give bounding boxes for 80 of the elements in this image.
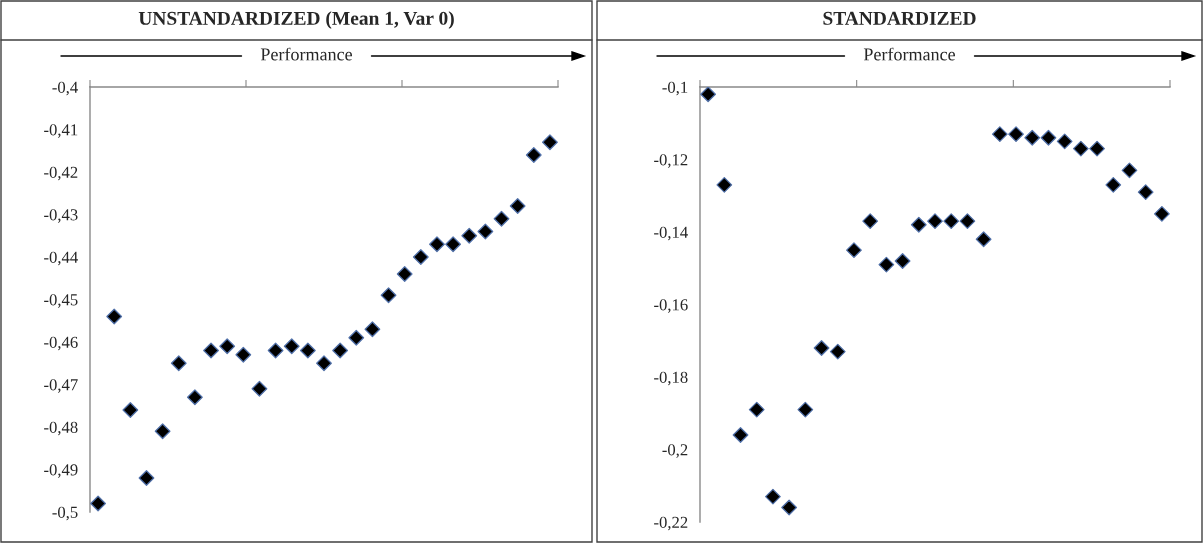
point [765, 488, 781, 505]
point [1153, 205, 1170, 222]
point [138, 470, 155, 486]
point [461, 227, 478, 244]
point [235, 346, 252, 363]
point [219, 338, 236, 355]
point [509, 198, 526, 214]
point [991, 126, 1008, 143]
y-tick-label: -0,16 [654, 299, 688, 313]
point [380, 287, 397, 304]
point [542, 134, 558, 151]
y-tick-label: -0,14 [654, 226, 688, 241]
point [894, 253, 911, 269]
point [267, 342, 284, 359]
chart-title: STANDARDIZED [823, 11, 976, 25]
point [813, 340, 830, 356]
point [1105, 176, 1122, 193]
point [797, 401, 814, 418]
y-tick-label: -0,48 [44, 421, 78, 436]
y-tick-label: -0,47 [44, 379, 78, 393]
point [122, 402, 139, 418]
point [316, 355, 332, 372]
y-tick-label: -0,22 [654, 516, 688, 531]
point [90, 495, 106, 512]
point [862, 213, 879, 230]
point [732, 427, 749, 443]
point [1056, 133, 1073, 150]
point [959, 213, 976, 230]
point [493, 210, 510, 227]
point [1121, 162, 1138, 179]
point [283, 338, 300, 355]
y-tick-label: -0,2 [662, 444, 688, 458]
point [299, 342, 316, 359]
point [445, 236, 462, 253]
point [412, 249, 429, 265]
y-tick-label: -0,18 [654, 371, 688, 386]
point [1024, 129, 1041, 146]
point [1072, 140, 1089, 157]
chart-title: UNSTANDARDIZED (Mean 1, Var 0) [138, 11, 454, 29]
y-tick-label: -0,41 [44, 124, 78, 138]
point [477, 223, 494, 240]
y-tick-label: -0,1 [662, 81, 688, 96]
point [170, 355, 187, 372]
point [348, 329, 365, 346]
point [748, 401, 765, 418]
point [364, 321, 381, 338]
point [154, 423, 171, 440]
y-tick-label: -0,4 [52, 81, 78, 96]
y-tick-label: -0,45 [44, 294, 78, 308]
point [186, 389, 203, 406]
point [716, 176, 733, 193]
text: Performance [260, 47, 352, 61]
point [1089, 140, 1105, 157]
point [975, 231, 992, 248]
point [927, 213, 943, 230]
point [910, 216, 927, 233]
point [943, 213, 960, 230]
y-tick-label: -0,12 [654, 154, 688, 168]
point [1008, 126, 1024, 143]
text: Performance [863, 47, 955, 61]
point [781, 499, 798, 516]
point [332, 342, 349, 359]
point [251, 380, 268, 397]
point [429, 236, 445, 253]
y-tick-label: -0,49 [44, 464, 78, 478]
point [203, 342, 219, 359]
point [1137, 184, 1154, 201]
point [700, 87, 717, 103]
y-tick-label: -0,46 [44, 336, 78, 351]
y-tick-label: -0,5 [52, 506, 78, 521]
point [878, 256, 895, 273]
y-tick-label: -0,43 [44, 209, 78, 223]
point [829, 343, 846, 360]
point [396, 266, 413, 282]
y-tick-label: -0,42 [44, 166, 78, 181]
y-tick-label: -0,44 [44, 251, 78, 266]
point [1040, 129, 1057, 146]
point [106, 308, 123, 325]
point [846, 242, 862, 259]
point [525, 147, 542, 163]
